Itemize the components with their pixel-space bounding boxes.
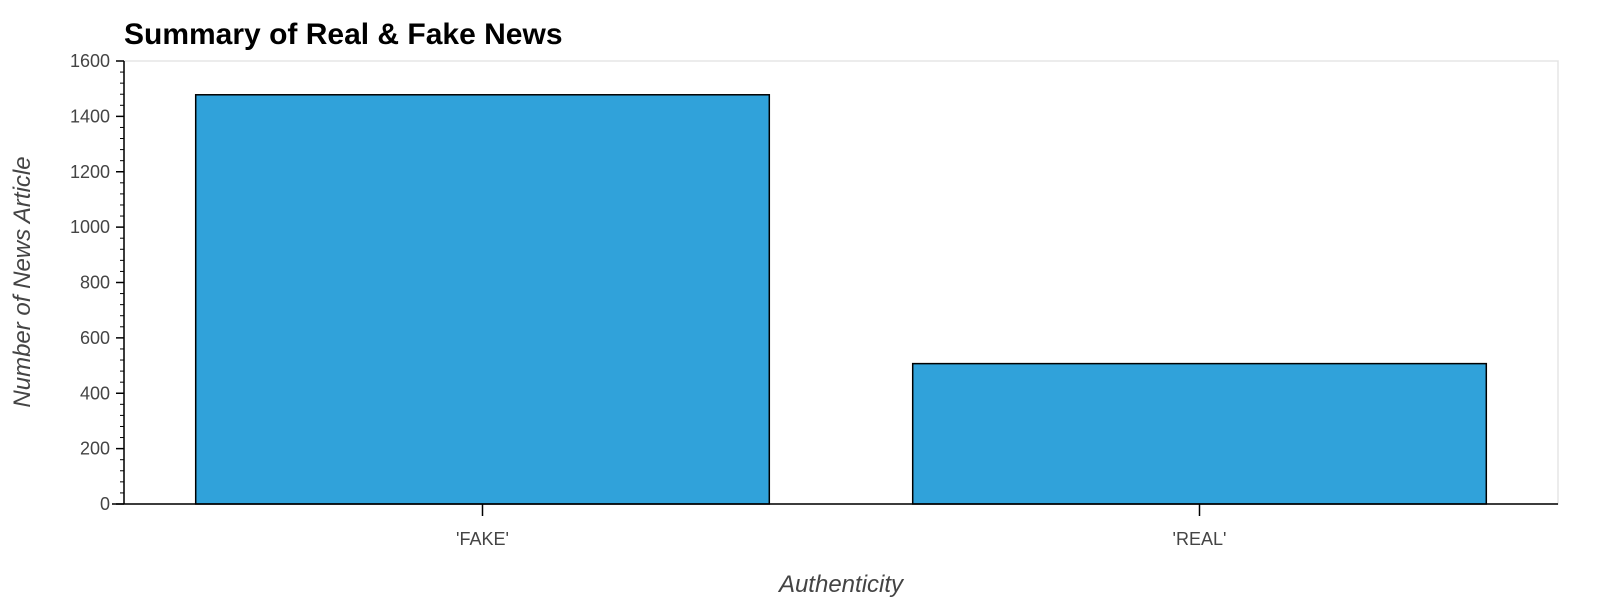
y-tick-label: 1400 [70, 106, 110, 126]
y-axis-label: Number of News Article [9, 156, 36, 407]
y-tick-label: 1200 [70, 162, 110, 182]
bar-fake [194, 94, 771, 505]
x-tick-label: 'REAL' [1173, 529, 1227, 549]
chart-title: Summary of Real & Fake News [124, 18, 563, 51]
y-tick-label: 0 [100, 494, 110, 514]
y-tick-label: 800 [80, 273, 110, 293]
y-tick-label: 1600 [70, 51, 110, 71]
y-tick-label: 1000 [70, 217, 110, 237]
bar-real [911, 362, 1488, 505]
bars-layer [194, 94, 1488, 505]
y-tick-label: 400 [80, 383, 110, 403]
x-axis: 'FAKE' 'REAL' [112, 503, 1558, 549]
x-tick-label: 'FAKE' [456, 529, 509, 549]
y-tick-label: 200 [80, 439, 110, 459]
y-tick-label: 600 [80, 328, 110, 348]
x-axis-label: Authenticity [777, 571, 905, 598]
y-axis: 0 200 400 600 800 1000 1200 1400 1600 [70, 51, 125, 514]
